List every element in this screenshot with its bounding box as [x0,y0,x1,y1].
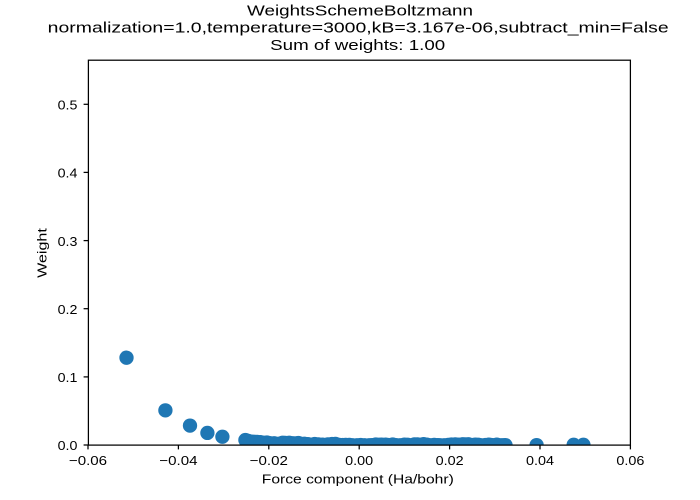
svg-text:−0.02: −0.02 [250,453,288,468]
svg-text:normalization=1.0,temperature=: normalization=1.0,temperature=3000,kB=3.… [48,20,669,37]
svg-text:0.3: 0.3 [58,234,78,249]
svg-text:WeightsSchemeBoltzmann: WeightsSchemeBoltzmann [247,2,473,19]
svg-text:0.5: 0.5 [58,98,78,113]
svg-text:Force component (Ha/bohr): Force component (Ha/bohr) [262,471,454,486]
svg-text:0.02: 0.02 [436,453,464,468]
svg-text:Sum of weights: 1.00: Sum of weights: 1.00 [270,37,445,54]
svg-text:Weight: Weight [34,228,49,278]
svg-text:0.4: 0.4 [58,166,78,181]
svg-text:0.06: 0.06 [616,453,644,468]
svg-text:−0.04: −0.04 [159,453,197,468]
svg-text:0.00: 0.00 [345,453,373,468]
svg-text:0.04: 0.04 [526,453,554,468]
svg-text:0.0: 0.0 [58,438,78,453]
svg-text:0.2: 0.2 [58,302,78,317]
svg-text:−0.06: −0.06 [69,453,107,468]
svg-text:0.1: 0.1 [58,370,78,385]
